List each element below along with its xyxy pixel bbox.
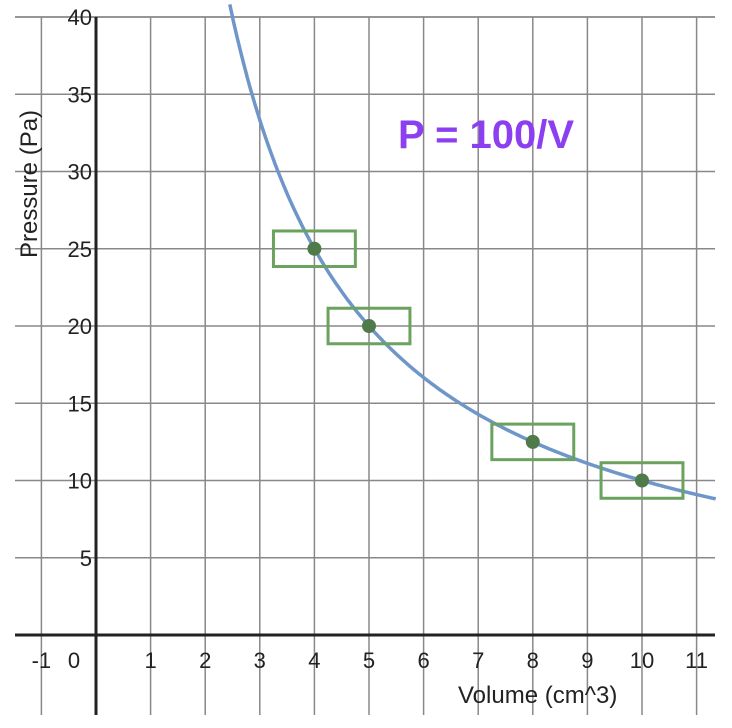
error-box (271, 229, 357, 269)
x-tick-label: 7 (472, 648, 484, 673)
x-tick-label: 1 (144, 648, 156, 673)
x-tick-label: 8 (527, 648, 539, 673)
data-point (635, 473, 649, 488)
x-tick-label: 10 (630, 648, 654, 673)
error-box (490, 422, 576, 462)
y-tick-label: 15 (68, 391, 92, 416)
x-tick-label: -1 (32, 648, 52, 673)
y-axis-label: Pressure (Pa) (16, 110, 43, 258)
data-point (525, 434, 540, 449)
y-tick-label: 30 (68, 160, 92, 185)
tick-labels: -1 0 1 2 3 4 5 6 7 8 9 10 11 5 10 15 20 25 30 35 40 (32, 5, 708, 673)
y-tick-label: 25 (68, 237, 92, 262)
y-tick-label: 20 (68, 314, 92, 339)
x-tick-label: 4 (308, 648, 320, 673)
data-marks (228, 4, 717, 501)
x-tick-label: 6 (417, 648, 429, 673)
x-tick-label: 11 (685, 648, 708, 673)
x-tick-label: 2 (199, 648, 211, 673)
grid (15, 16, 715, 715)
x-tick-label: 0 (68, 648, 80, 673)
data-point (307, 241, 322, 256)
fit-curve (228, 4, 717, 501)
x-axis-label: Volume (cm^3) (458, 682, 617, 709)
y-tick-label: 35 (68, 82, 92, 107)
error-box (599, 461, 685, 500)
x-tick-label: 5 (363, 648, 375, 673)
x-tick-label: 3 (254, 648, 266, 673)
y-tick-label: 40 (68, 5, 92, 30)
y-tick-label: 10 (68, 469, 92, 494)
x-tick-label: 9 (581, 648, 593, 673)
equation-annotation: P = 100/V (398, 113, 574, 157)
axes (15, 17, 715, 715)
data-point (362, 319, 376, 333)
error-box (326, 306, 412, 346)
y-tick-label: 5 (80, 546, 92, 571)
